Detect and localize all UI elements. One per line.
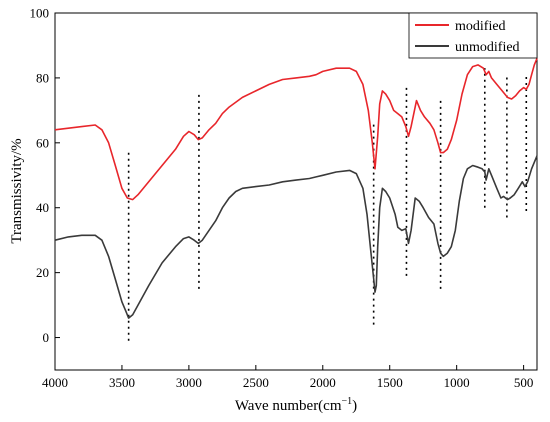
x-tick-label: 500 <box>514 375 534 390</box>
y-tick-label: 20 <box>36 265 49 280</box>
y-tick-label: 80 <box>36 70 49 85</box>
legend: modified unmodified <box>408 12 538 59</box>
x-tick-label: 1500 <box>377 375 403 390</box>
x-tick-label: 2500 <box>243 375 269 390</box>
plot-area <box>54 12 538 371</box>
peak-marker-lines <box>127 68 528 341</box>
x-tick-label: 4000 <box>42 375 68 390</box>
x-tick-label: 2000 <box>310 375 336 390</box>
series-lines <box>54 58 538 319</box>
y-tick-label: 40 <box>36 200 49 215</box>
legend-box <box>408 12 538 59</box>
x-axis-title: Wave number(cm−1) <box>235 396 357 414</box>
x-axis-ticks: 4000 3500 3000 2500 2000 1500 1000 500 <box>42 365 533 390</box>
legend-label-unmodified: unmodified <box>455 40 520 55</box>
y-tick-label: 60 <box>36 135 49 150</box>
y-tick-label: 100 <box>30 6 50 21</box>
legend-label-modified: modified <box>455 19 506 34</box>
y-axis-ticks: 0 20 40 60 80 100 <box>30 6 60 345</box>
x-tick-label: 3500 <box>109 375 135 390</box>
y-axis-title: Transmissivity/% <box>9 138 25 243</box>
x-tick-label: 1000 <box>444 375 470 390</box>
series-line-modified <box>54 58 538 201</box>
y-tick-label: 0 <box>43 330 50 345</box>
series-line-unmodified <box>54 155 538 319</box>
plot-frame <box>54 12 538 371</box>
x-tick-label: 3000 <box>176 375 202 390</box>
